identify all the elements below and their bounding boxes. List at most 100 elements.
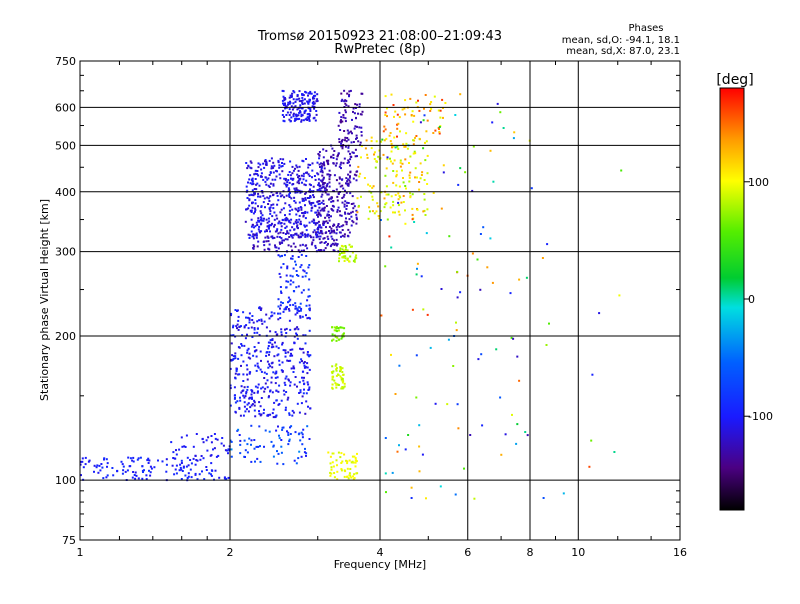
data-point [302, 175, 305, 178]
data-point [284, 233, 287, 235]
data-point [329, 462, 332, 465]
data-point [280, 301, 283, 304]
data-point [232, 324, 235, 327]
data-point [322, 177, 325, 180]
data-point [354, 148, 357, 151]
data-point [172, 451, 175, 454]
data-point [384, 174, 387, 177]
data-point [337, 338, 340, 341]
data-point [285, 225, 288, 228]
data-point [348, 95, 350, 98]
data-point [267, 345, 270, 347]
data-point [455, 321, 457, 324]
data-point [343, 130, 346, 132]
data-point [304, 334, 307, 337]
data-point [341, 386, 344, 388]
data-point [103, 457, 106, 460]
data-point [274, 178, 277, 181]
data-point [253, 331, 256, 334]
data-point [298, 90, 301, 93]
data-point [440, 288, 443, 290]
data-point [202, 457, 205, 460]
data-point [280, 266, 283, 269]
data-point [147, 462, 150, 464]
data-point [336, 228, 339, 231]
data-point [264, 236, 267, 239]
data-point [346, 249, 349, 252]
data-point [464, 171, 467, 174]
data-point [509, 292, 512, 295]
data-point [106, 462, 109, 465]
data-point [250, 396, 253, 399]
data-point [341, 201, 344, 204]
data-point [384, 111, 387, 114]
data-point [311, 169, 314, 172]
data-point [196, 478, 199, 481]
data-point [291, 178, 294, 181]
data-point [274, 382, 277, 385]
data-point [526, 434, 529, 437]
data-point [316, 209, 319, 212]
data-point [248, 318, 251, 321]
data-point [291, 348, 294, 351]
data-point [260, 230, 263, 233]
y-tick-label: 400 [55, 186, 76, 199]
data-point [122, 465, 125, 468]
data-point [343, 385, 346, 388]
data-point [175, 464, 178, 467]
data-point [303, 183, 306, 186]
data-point [251, 206, 254, 209]
data-point [284, 238, 287, 241]
data-point [343, 469, 346, 472]
data-point [324, 247, 327, 250]
data-point [298, 236, 301, 239]
data-point [317, 226, 319, 229]
data-point [367, 217, 370, 220]
data-point [294, 100, 297, 103]
data-point [327, 163, 330, 166]
data-point [256, 173, 259, 176]
data-point [260, 319, 263, 322]
data-point [171, 464, 174, 467]
data-point [305, 255, 308, 257]
data-point [375, 210, 378, 213]
data-point [253, 439, 256, 441]
data-point [303, 376, 305, 379]
data-point [232, 326, 234, 329]
data-point [327, 238, 330, 240]
data-point [246, 368, 249, 371]
data-point [328, 225, 331, 228]
data-point [338, 254, 341, 257]
data-point [294, 167, 296, 170]
data-point [328, 198, 330, 201]
data-point [261, 191, 264, 194]
data-point [477, 358, 480, 361]
data-point [442, 171, 445, 174]
y-tick-label: 100 [55, 474, 76, 487]
stats-o-line: mean, sd,O: -94.1, 18.1 [562, 35, 680, 46]
data-point [365, 139, 368, 142]
data-point [480, 353, 483, 356]
data-point [132, 456, 135, 459]
data-point [247, 347, 250, 350]
data-point [293, 328, 296, 331]
data-point [308, 114, 311, 117]
data-point [330, 196, 333, 199]
data-point [280, 225, 283, 228]
data-point [353, 258, 356, 261]
data-point [337, 152, 340, 155]
data-point [199, 458, 202, 461]
data-point [305, 454, 307, 457]
data-point [329, 474, 332, 477]
data-point [340, 119, 342, 122]
data-point [325, 159, 328, 162]
data-point [303, 383, 305, 386]
data-point [284, 349, 287, 352]
data-point [265, 162, 268, 165]
data-point [280, 333, 283, 336]
data-point [323, 222, 326, 224]
data-point [241, 390, 244, 392]
data-point [308, 197, 311, 199]
data-point [276, 376, 279, 379]
data-point [305, 171, 307, 174]
